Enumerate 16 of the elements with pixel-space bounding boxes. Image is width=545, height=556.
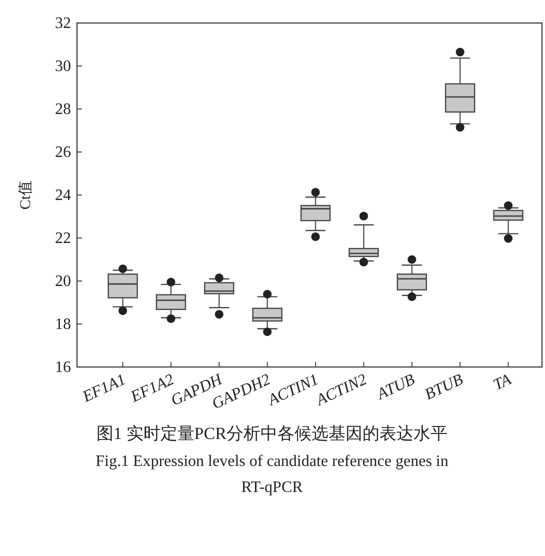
y-tick-label: 32 <box>55 15 71 32</box>
caption: Fig.1 Expression levels of candidate reference genes in <box>96 453 448 470</box>
y-tick-label: 28 <box>55 101 71 118</box>
text: RT-qPCR <box>241 479 304 496</box>
y-tick-label: 26 <box>55 144 71 161</box>
x-tick-label: BTUB <box>422 371 466 404</box>
y-axis-title: Ct值 <box>18 180 34 210</box>
caption: 图1 实时定量PCR分析中各候选基因的表达水平 <box>96 424 448 443</box>
y-tick-label: 18 <box>55 316 71 333</box>
x-tick-label: ATUB <box>374 371 418 404</box>
y-tick-label: 16 <box>55 359 71 376</box>
y-tick-label: 22 <box>55 230 71 247</box>
y-tick-label: 20 <box>55 273 71 290</box>
y-tick-label: 30 <box>55 58 71 75</box>
y-tick-label: 24 <box>55 187 71 204</box>
x-tick-label: TA <box>490 371 514 394</box>
